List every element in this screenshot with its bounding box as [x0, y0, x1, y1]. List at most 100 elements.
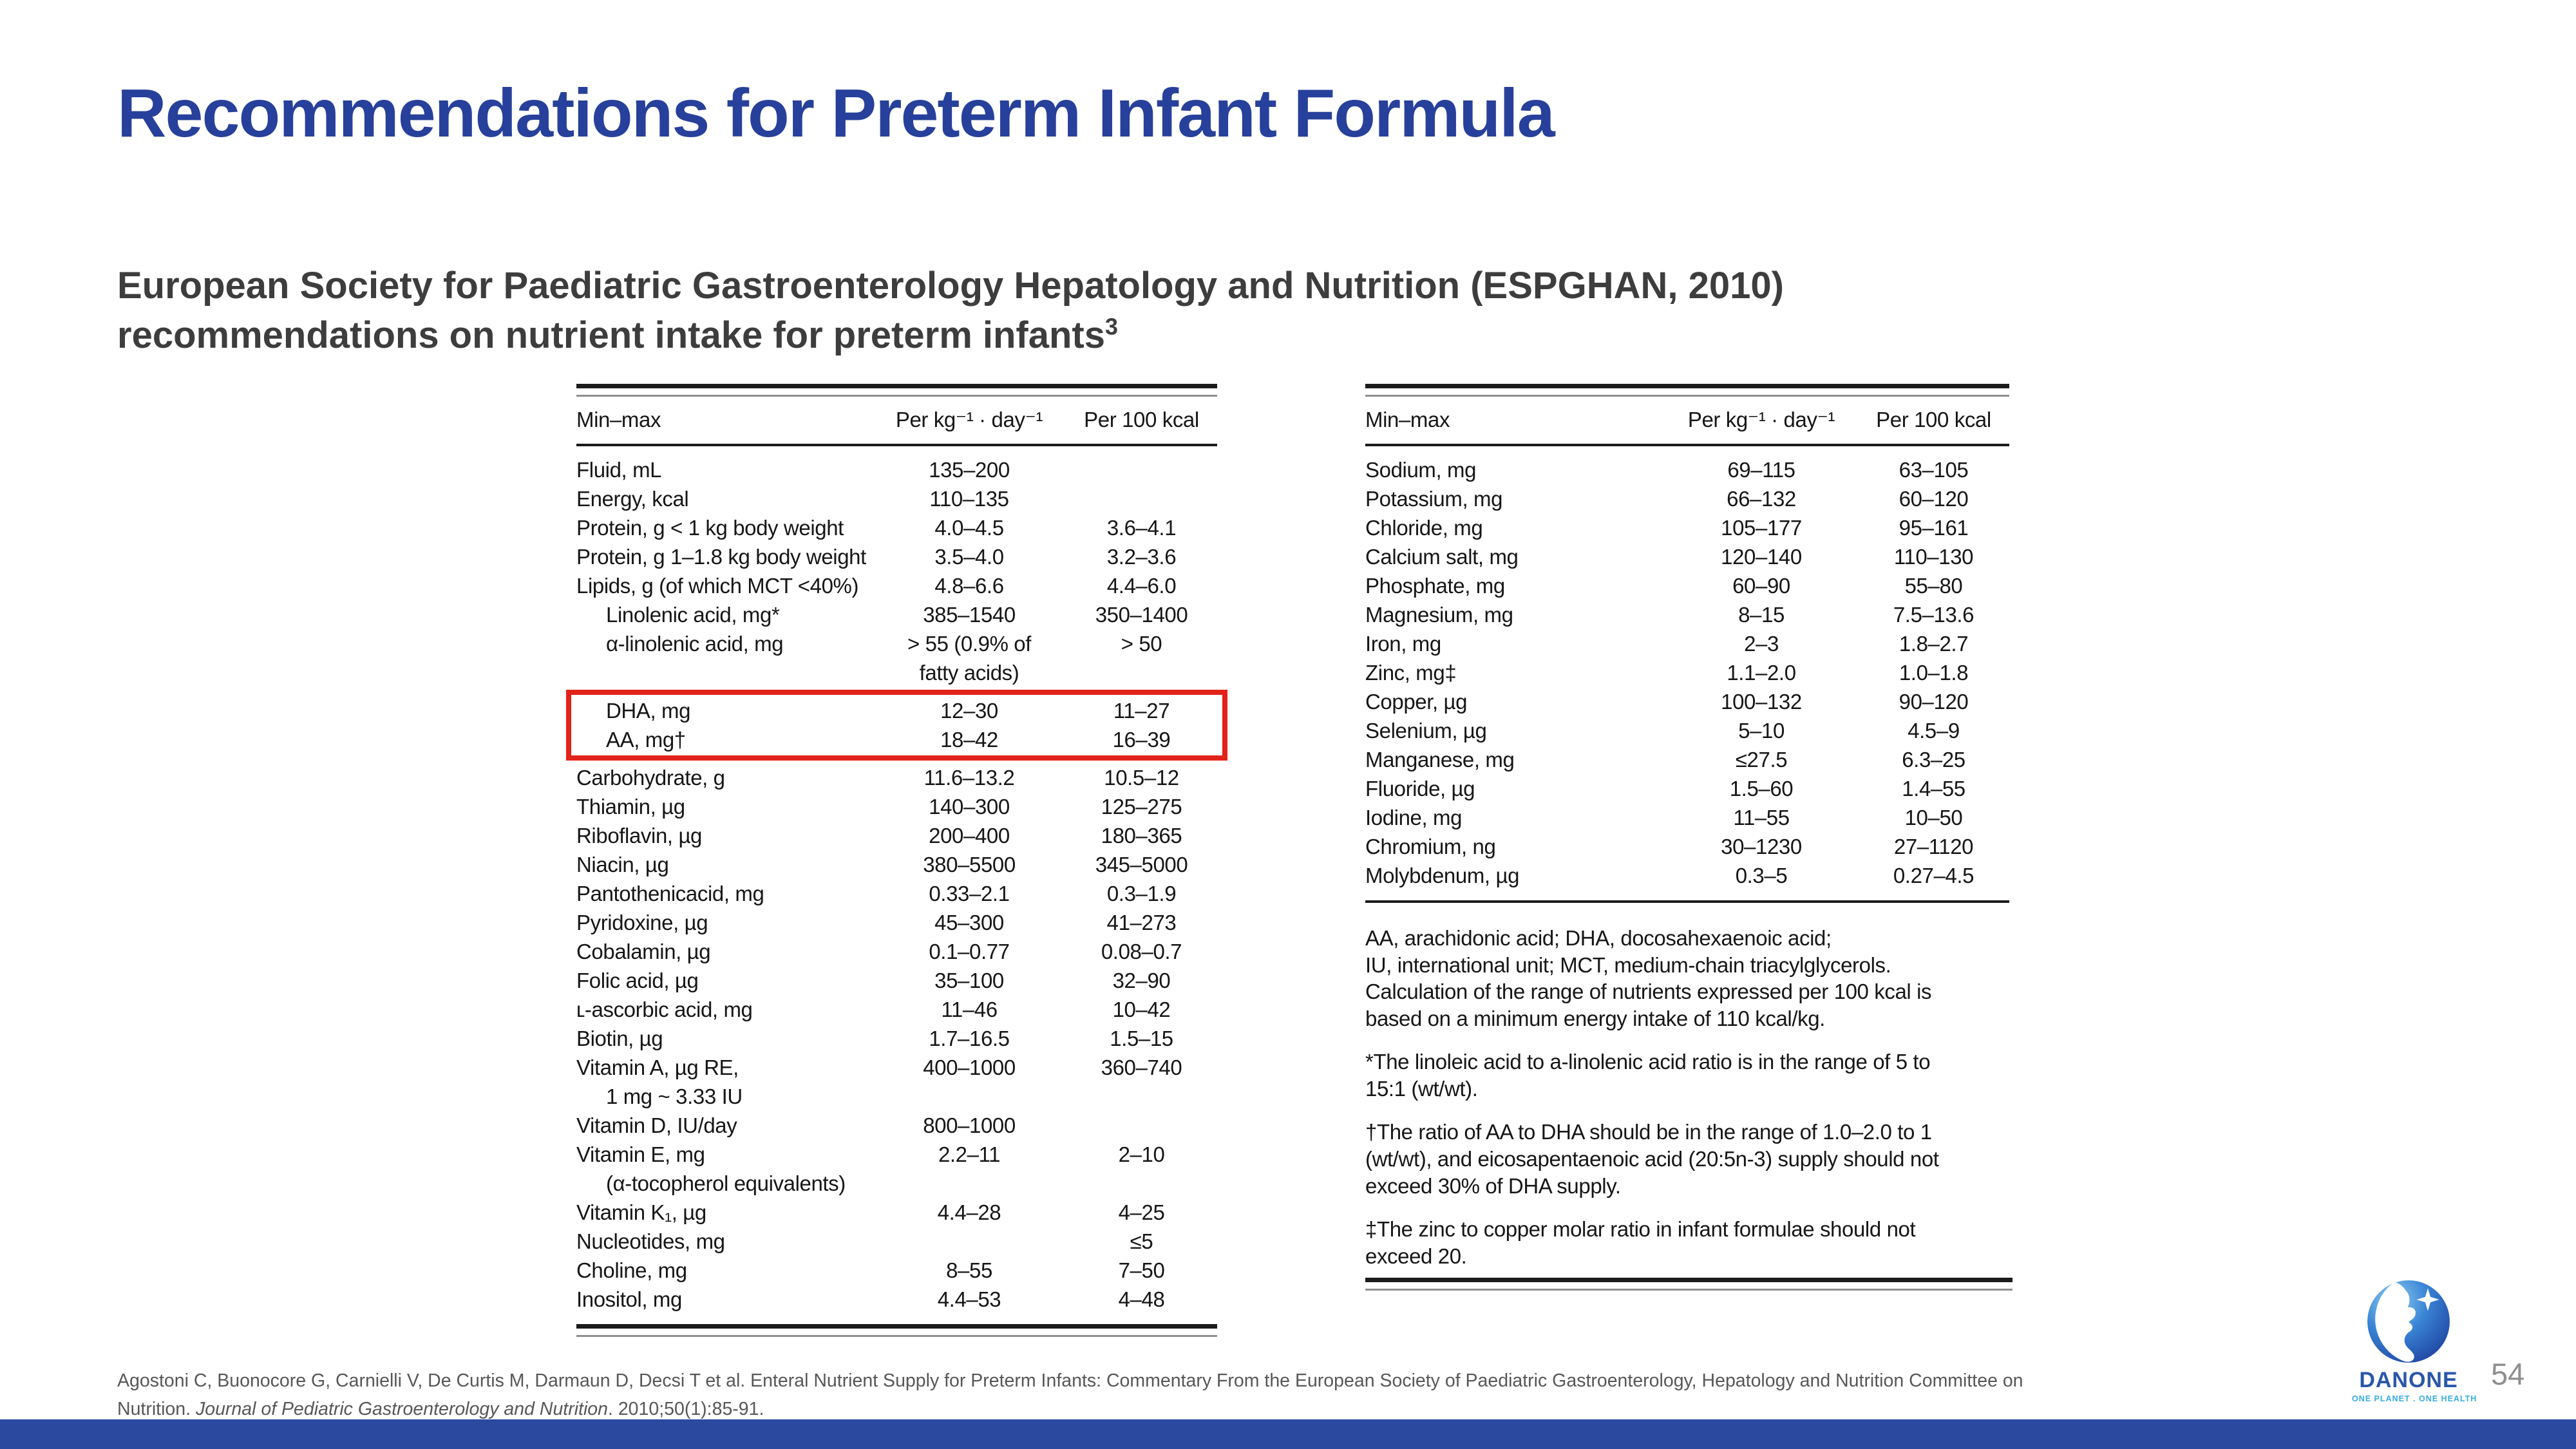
nutrient-label: Iron, mg	[1365, 632, 1441, 656]
value-per-kg-day: 30–1230	[1721, 835, 1802, 858]
table-rule-header	[576, 444, 1217, 446]
value-per-100kcal: 1.0–1.8	[1899, 661, 1969, 685]
table-row: Fluoride, µg 1.5–60 1.4–55	[1365, 774, 2009, 803]
nutrient-label: Biotin, µg	[576, 1027, 663, 1050]
value-per-kg-day: 120–140	[1721, 545, 1802, 569]
value-per-100kcal: 4–25	[1118, 1200, 1165, 1224]
subtitle-line-1: European Society for Paediatric Gastroen…	[117, 265, 1784, 307]
value-per-100kcal: 350–1400	[1095, 603, 1188, 627]
table-row: Biotin, µg 1.7–16.5 1.5–15	[576, 1024, 1217, 1053]
value-per-100kcal: 2–10	[1118, 1142, 1165, 1166]
table-row: Vitamin K₁, µg 4.4–28 4–25	[576, 1198, 1217, 1227]
nutrient-label: Folic acid, µg	[576, 969, 699, 992]
table-row: Vitamin D, IU/day 800–1000	[576, 1111, 1217, 1140]
value-per-kg-day	[873, 1082, 1066, 1111]
table-row: Carbohydrate, g 11.6–13.2 10.5–12	[576, 763, 1217, 792]
value-per-kg-day: 4.8–6.6	[934, 574, 1004, 598]
value-per-kg-day: 385–1540	[923, 603, 1016, 627]
value-per-kg-day: 140–300	[929, 795, 1010, 819]
table-row: Vitamin E, mg 2.2–11 2–10	[576, 1140, 1217, 1169]
value-per-kg-day: 12–30	[940, 699, 998, 723]
value-per-100kcal: 1.8–2.7	[1899, 632, 1969, 656]
value-per-kg-day: 66–132	[1727, 487, 1796, 511]
nutrient-label: Calcium salt, mg	[1365, 545, 1519, 569]
value-per-kg-day: 110–135	[929, 487, 1009, 511]
value-per-kg-day: 35–100	[934, 969, 1004, 992]
value-per-kg-day: 100–132	[1721, 690, 1802, 714]
table-row: Copper, µg 100–132 90–120	[1365, 687, 2009, 716]
value-per-kg-day: 2.2–11	[938, 1142, 1001, 1166]
nutrient-label: Vitamin K₁, µg	[576, 1200, 706, 1224]
table-rule-bottom	[576, 1324, 1217, 1337]
value-per-100kcal: 41–273	[1106, 911, 1177, 934]
value-per-100kcal: 345–5000	[1095, 853, 1188, 876]
table-row: Pyridoxine, µg 45–300 41–273	[576, 908, 1217, 937]
table-row: Fluid, mL 135–200	[576, 455, 1217, 484]
header-per-kg-day: Per kg⁻¹ · day⁻¹	[1687, 408, 1835, 431]
value-per-kg-day: 60–90	[1732, 574, 1790, 598]
value-per-100kcal: 0.08–0.7	[1101, 940, 1182, 963]
value-per-kg-day: 5–10	[1738, 719, 1785, 743]
nutrient-label: Nucleotides, mg	[576, 1229, 725, 1253]
page-title: Recommendations for Preterm Infant Formu…	[117, 75, 1555, 151]
value-per-100kcal: 11–27	[1113, 699, 1170, 723]
nutrient-label: DHA, mg	[606, 699, 691, 723]
nutrient-label: Magnesium, mg	[1365, 603, 1513, 627]
value-per-100kcal: 7–50	[1118, 1258, 1165, 1282]
table-footnotes: AA, arachidonic acid; DHA, docosahexaeno…	[1365, 925, 2012, 1286]
dha-aa-highlight-box: DHA, mg 12–30 11–27 AA, mg† 18–42 16–39	[566, 690, 1227, 761]
table-row: Magnesium, mg 8–15 7.5–13.6	[1365, 600, 2009, 629]
footnote-paragraph: †The ratio of AA to DHA should be in the…	[1365, 1120, 1939, 1198]
header-min-max: Min–max	[1365, 408, 1450, 431]
value-per-100kcal: 0.3–1.9	[1106, 882, 1177, 905]
value-per-kg-day: 4.4–28	[937, 1200, 1001, 1224]
value-per-100kcal: 3.2–3.6	[1106, 545, 1177, 569]
nutrient-label: Vitamin E, mg	[576, 1142, 705, 1166]
value-per-kg-day: 4.4–53	[937, 1287, 1001, 1311]
value-per-kg-day: 200–400	[929, 824, 1010, 848]
value-per-100kcal: 27–1120	[1893, 835, 1974, 858]
nutrient-label: Sodium, mg	[1365, 458, 1477, 482]
value-per-kg-day: 0.33–2.1	[929, 882, 1010, 905]
value-per-100kcal	[1066, 1082, 1217, 1111]
table-rows: Sodium, mg 69–115 63–105 Potassium, mg 6…	[1365, 446, 2009, 890]
value-per-kg-day: 400–1000	[923, 1056, 1016, 1079]
nutrient-table-right: Min–max Per kg⁻¹ · day⁻¹ Per 100 kcal So…	[1365, 384, 2009, 903]
value-per-kg-day: 11–46	[941, 998, 998, 1021]
value-per-kg-day: 18–42	[940, 728, 998, 752]
value-per-kg-day: 11.6–13.2	[923, 766, 1015, 790]
table-row: Thiamin, µg 140–300 125–275	[576, 792, 1217, 821]
citation-line-1: Agostoni C, Buonocore G, Carnielli V, De…	[117, 1370, 2023, 1391]
table-row: Choline, mg 8–55 7–50	[576, 1256, 1217, 1285]
subtitle-line-2: recommendations on nutrient intake for p…	[117, 313, 1118, 356]
reference-superscript: 3	[1105, 313, 1118, 340]
table-row: Selenium, µg 5–10 4.5–9	[1365, 716, 2009, 745]
table-row: Linolenic acid, mg* 385–1540 350–1400	[576, 600, 1217, 629]
value-per-kg-day: 0.1–0.77	[929, 940, 1010, 963]
table-row: Protein, g < 1 kg body weight 4.0–4.5 3.…	[576, 513, 1217, 542]
table-row: 1 mg ~ 3.33 IU	[576, 1082, 1217, 1111]
value-per-100kcal: 3.6–4.1	[1106, 516, 1177, 540]
table-row: Inositol, mg 4.4–53 4–48	[576, 1285, 1217, 1314]
value-per-100kcal: 16–39	[1112, 728, 1171, 752]
nutrient-label: Fluid, mL	[576, 458, 662, 482]
table-row-highlighted: DHA, mg 12–30 11–27	[576, 696, 1217, 725]
nutrient-label: (α-tocopherol equivalents)	[606, 1171, 846, 1195]
value-per-kg-day: 135–200	[929, 458, 1010, 482]
value-per-100kcal: 4–48	[1118, 1287, 1165, 1311]
value-per-kg-day: 45–300	[934, 911, 1004, 934]
nutrient-label: Copper, µg	[1365, 690, 1468, 714]
citation-line-2: Nutrition. Journal of Pediatric Gastroen…	[117, 1399, 764, 1420]
nutrient-label: Lipids, g (of which MCT <40%)	[576, 574, 859, 598]
table-rows-bottom: Carbohydrate, g 11.6–13.2 10.5–12 Thiami…	[576, 763, 1217, 1314]
nutrient-label: α-linolenic acid, mg	[606, 632, 784, 656]
nutrient-label: Carbohydrate, g	[576, 766, 725, 790]
nutrient-label: 1 mg ~ 3.33 IU	[606, 1084, 743, 1108]
value-per-kg-day: 380–5500	[923, 853, 1016, 876]
value-per-100kcal: 110–130	[1893, 545, 1974, 569]
table-row: Potassium, mg 66–132 60–120	[1365, 484, 2009, 513]
danone-logo: DANONE ONE PLANET . ONE HEALTH	[2352, 1278, 2476, 1403]
table-rule-header	[1365, 444, 2009, 446]
table-row: Energy, kcal 110–135	[576, 484, 1217, 513]
table-rule-bottom	[1365, 900, 2009, 903]
